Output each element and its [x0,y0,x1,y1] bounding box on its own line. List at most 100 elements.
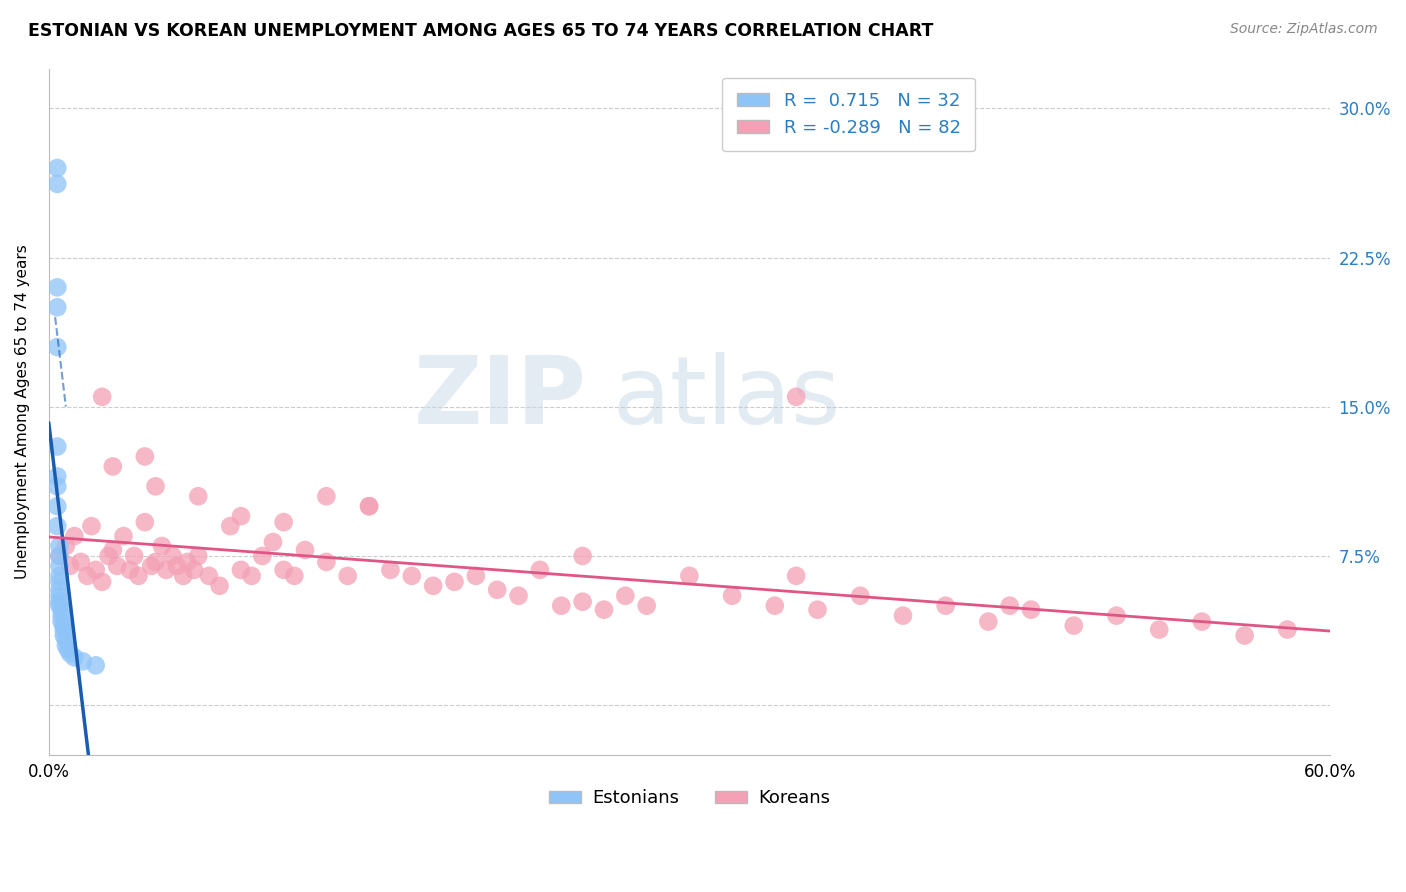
Point [571,549,593,563]
Point [252,549,274,563]
Point [84,658,107,673]
Point [1105,608,1128,623]
Point [187,549,209,563]
Point [401,569,423,583]
Point [198,569,221,583]
Point [134,450,156,464]
Point [59,647,82,661]
Point [46,500,69,514]
Point [52,618,75,632]
Point [806,602,828,616]
Point [183,563,205,577]
Point [80,519,103,533]
Point [208,579,231,593]
Point [849,589,872,603]
Point [1191,615,1213,629]
Point [721,589,744,603]
Legend: Estonians, Koreans: Estonians, Koreans [541,782,838,814]
Point [464,569,486,583]
Point [785,569,807,583]
Point [97,549,120,563]
Point [977,615,1000,629]
Text: atlas: atlas [613,352,841,444]
Point [273,563,295,577]
Point [486,582,509,597]
Point [162,549,184,563]
Point [240,569,263,583]
Point [48,595,70,609]
Point [229,509,252,524]
Point [1147,623,1170,637]
Point [229,563,252,577]
Point [357,500,380,514]
Point [134,515,156,529]
Point [46,440,69,454]
Point [55,639,77,653]
Point [614,589,637,603]
Point [219,519,242,533]
Y-axis label: Unemployment Among Ages 65 to 74 years: Unemployment Among Ages 65 to 74 years [15,244,30,579]
Point [187,489,209,503]
Point [59,558,82,573]
Point [63,650,86,665]
Point [101,543,124,558]
Point [529,563,551,577]
Point [48,539,70,553]
Point [273,515,295,529]
Point [46,469,69,483]
Point [262,535,284,549]
Point [91,390,114,404]
Point [141,558,163,573]
Point [112,529,135,543]
Point [55,539,77,553]
Text: ESTONIAN VS KOREAN UNEMPLOYMENT AMONG AGES 65 TO 74 YEARS CORRELATION CHART: ESTONIAN VS KOREAN UNEMPLOYMENT AMONG AG… [28,22,934,40]
Point [508,589,530,603]
Point [127,569,149,583]
Point [46,300,69,314]
Point [166,558,188,573]
Point [52,623,75,637]
Point [48,589,70,603]
Point [315,489,337,503]
Point [105,558,128,573]
Point [336,569,359,583]
Point [422,579,444,593]
Point [155,563,177,577]
Point [76,569,98,583]
Point [46,177,69,191]
Point [294,543,316,558]
Point [46,280,69,294]
Point [56,642,79,657]
Point [176,555,198,569]
Point [48,558,70,573]
Point [48,549,70,563]
Point [172,569,194,583]
Point [935,599,957,613]
Point [72,654,94,668]
Point [998,599,1021,613]
Point [785,390,807,404]
Point [150,539,173,553]
Point [678,569,700,583]
Point [48,569,70,583]
Point [48,582,70,597]
Point [891,608,914,623]
Point [380,563,402,577]
Point [48,549,70,563]
Point [55,632,77,647]
Point [593,602,616,616]
Point [315,555,337,569]
Point [69,555,91,569]
Point [145,555,167,569]
Point [122,549,145,563]
Point [443,574,465,589]
Point [101,459,124,474]
Point [357,500,380,514]
Point [1233,628,1256,642]
Point [46,519,69,533]
Point [571,595,593,609]
Point [118,563,141,577]
Point [46,340,69,354]
Point [636,599,658,613]
Point [763,599,786,613]
